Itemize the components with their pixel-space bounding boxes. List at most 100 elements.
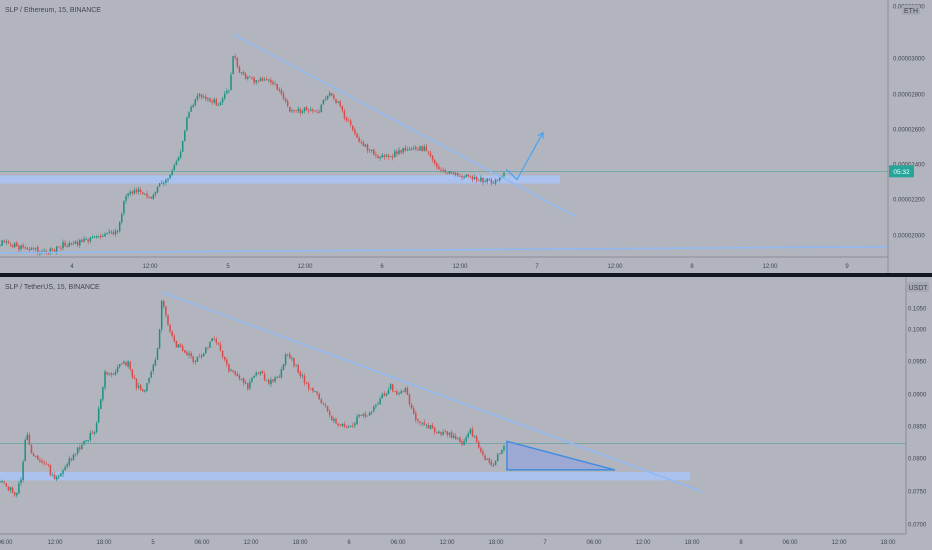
- candle-body: [219, 102, 222, 106]
- candle-body: [85, 440, 87, 442]
- candle-body: [286, 100, 289, 107]
- candle-body: [0, 481, 1, 482]
- candle-body: [328, 93, 331, 96]
- candle-body: [137, 189, 140, 192]
- candle-body: [387, 155, 390, 157]
- candle-body: [194, 99, 197, 106]
- candle-body: [72, 454, 75, 461]
- candle-body: [473, 177, 476, 180]
- candle-body: [263, 79, 266, 81]
- candle-body: [354, 129, 356, 134]
- candle-body: [184, 350, 186, 353]
- candle-body: [377, 156, 379, 158]
- candle-body: [112, 232, 115, 235]
- candle-body: [22, 245, 24, 248]
- candle-body: [396, 391, 398, 395]
- candle-body: [394, 151, 396, 158]
- candle-body: [26, 434, 29, 441]
- candle-body: [347, 426, 350, 428]
- candle-body: [328, 411, 331, 416]
- candle-body: [129, 191, 131, 194]
- y-tick-label: 0.0800: [908, 457, 927, 463]
- candle-body: [234, 371, 236, 375]
- candle-body: [492, 464, 495, 466]
- candle-body: [60, 247, 62, 249]
- candle-body: [26, 247, 29, 250]
- candle-body: [62, 242, 64, 249]
- x-tick-label: 4: [70, 264, 74, 270]
- current-price-label: 05:32: [893, 169, 910, 176]
- candle-body: [291, 358, 293, 360]
- candle-body: [259, 78, 262, 81]
- x-tick-label: 18:00: [880, 540, 896, 546]
- candle-body: [18, 483, 20, 494]
- candle-body: [356, 416, 358, 425]
- candle-body: [158, 183, 161, 187]
- candle-body: [270, 79, 272, 83]
- candle-body: [429, 424, 432, 429]
- candle-body: [200, 355, 203, 357]
- candle-body: [467, 433, 470, 437]
- panel-divider[interactable]: [0, 273, 932, 277]
- candle-body: [427, 425, 430, 429]
- candle-body: [106, 232, 108, 234]
- candle-body: [156, 186, 159, 193]
- candle-body: [85, 239, 87, 240]
- candle-body: [123, 361, 125, 364]
- candle-body: [20, 479, 22, 484]
- candle-body: [293, 110, 295, 111]
- candle-body: [146, 193, 148, 197]
- y-tick-label: 0.0900: [908, 393, 927, 399]
- candle-body: [486, 178, 488, 182]
- candle-body: [305, 107, 308, 111]
- candle-body: [331, 415, 333, 421]
- candle-body: [238, 67, 241, 73]
- candle-body: [436, 163, 438, 167]
- candle-body: [450, 432, 453, 438]
- candle-body: [184, 130, 186, 141]
- x-tick-label: 7: [543, 540, 547, 546]
- candle-body: [217, 105, 220, 106]
- candle-body: [49, 248, 52, 254]
- candle-body: [358, 414, 360, 417]
- candle-body: [282, 364, 285, 370]
- candle-body: [234, 56, 236, 58]
- candle-body: [205, 96, 207, 100]
- candle-body: [186, 352, 188, 356]
- y-tick-label: 0.00003000: [893, 57, 925, 63]
- candle-body: [503, 445, 505, 451]
- candle-body: [484, 181, 486, 183]
- candle-body: [139, 189, 142, 192]
- descending-resistance-trendline: [233, 34, 576, 217]
- candle-body: [335, 99, 337, 103]
- x-tick-label: 06:00: [194, 540, 210, 546]
- candle-body: [322, 99, 325, 105]
- candle-body: [131, 191, 134, 194]
- candle-body: [347, 120, 350, 122]
- y-tick-label: 0.00002000: [893, 234, 925, 240]
- x-tick-label: 9: [845, 264, 849, 270]
- candle-body: [465, 437, 467, 442]
- candle-body: [179, 344, 182, 347]
- x-tick-label: 12:00: [635, 540, 651, 546]
- candle-body: [475, 176, 478, 181]
- candle-body: [144, 193, 146, 195]
- x-tick-label: 5: [151, 540, 155, 546]
- y-tick-label: 0.00002800: [893, 93, 925, 99]
- y-tick-label: 0.0700: [908, 523, 927, 529]
- candle-body: [24, 439, 26, 462]
- candle-body: [381, 155, 383, 158]
- long-term-support-trendline: [0, 246, 889, 254]
- candle-body: [417, 149, 419, 151]
- candle-body: [484, 455, 486, 460]
- candle-body: [421, 146, 423, 151]
- candle-body: [230, 74, 232, 90]
- candle-body: [156, 348, 159, 360]
- candle-body: [247, 383, 249, 389]
- candle-body: [286, 354, 289, 356]
- candle-body: [198, 94, 201, 96]
- candle-body: [478, 180, 480, 182]
- candle-body: [20, 245, 22, 250]
- candle-body: [310, 388, 312, 390]
- candle-body: [303, 107, 306, 112]
